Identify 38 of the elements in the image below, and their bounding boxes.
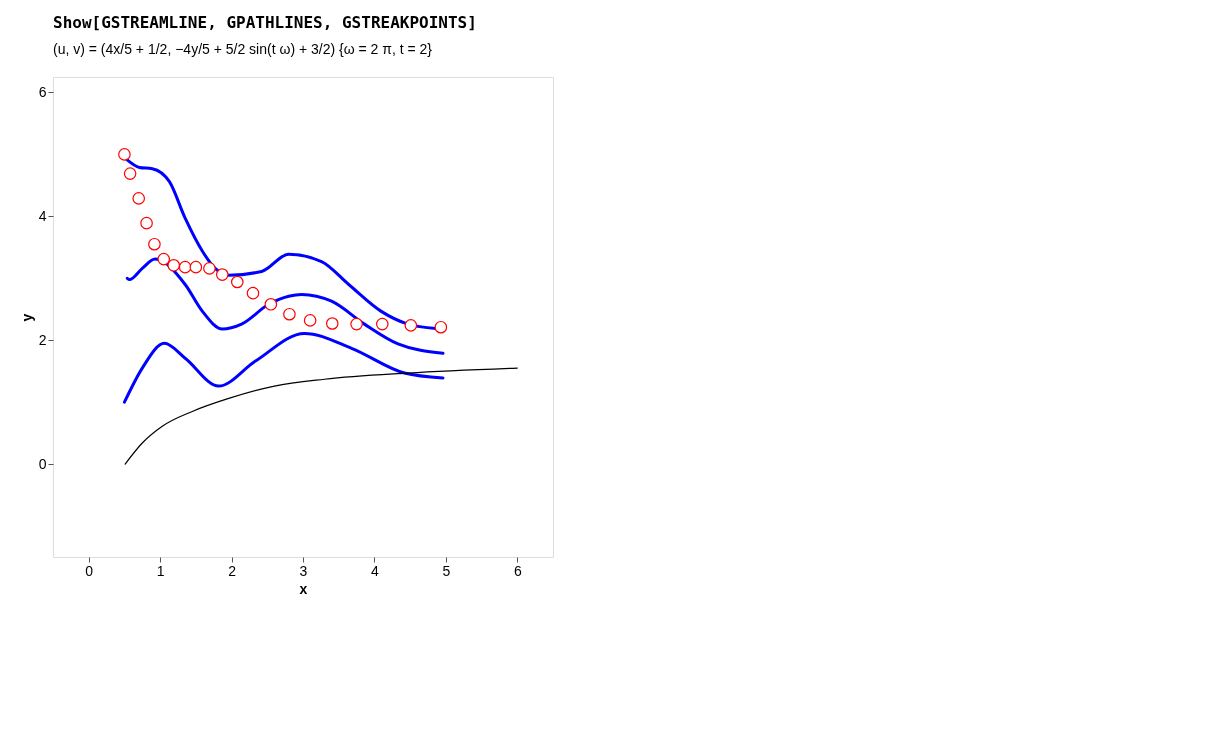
x-tick-label: 5 [442,562,451,579]
x-tick-label: 0 [85,562,94,579]
chart-title: Show[GSTREAMLINE, GPATHLINES, GSTREAKPOINTS] [53,13,477,32]
point [189,260,203,274]
chart-subtitle: (u, v) = (4x/5 + 1/2, −4y/5 + 5/2 sin(t ω) + 3/2) {ω = 2 π, t = 2} [53,41,433,57]
x-axis-title: x [299,580,308,597]
point [246,286,260,300]
x-tick-label: 3 [299,562,308,579]
point [118,148,131,161]
line-series [122,331,445,404]
point [434,320,448,334]
line-series [124,367,518,465]
y-axis-title: y [18,313,35,322]
x-tick-label: 1 [156,562,165,579]
x-tick-label: 2 [228,562,237,579]
point [167,258,181,272]
y-tick-label: 6 [38,83,47,100]
point [203,262,216,275]
point [283,307,296,321]
point [350,317,363,331]
x-tick-label: 4 [371,562,380,579]
point [140,216,153,230]
point [215,268,229,281]
y-tick-label: 0 [38,455,47,472]
point [230,275,244,289]
point [404,319,418,332]
point [264,298,278,311]
y-tick-label: 4 [38,207,47,224]
x-tick-label: 6 [513,562,522,579]
point [148,237,161,251]
point [132,192,146,205]
point [123,167,137,180]
point [303,314,317,327]
y-tick-label: 2 [38,331,47,348]
point [178,260,192,274]
point [375,317,389,331]
point [325,317,339,330]
point [157,252,171,266]
